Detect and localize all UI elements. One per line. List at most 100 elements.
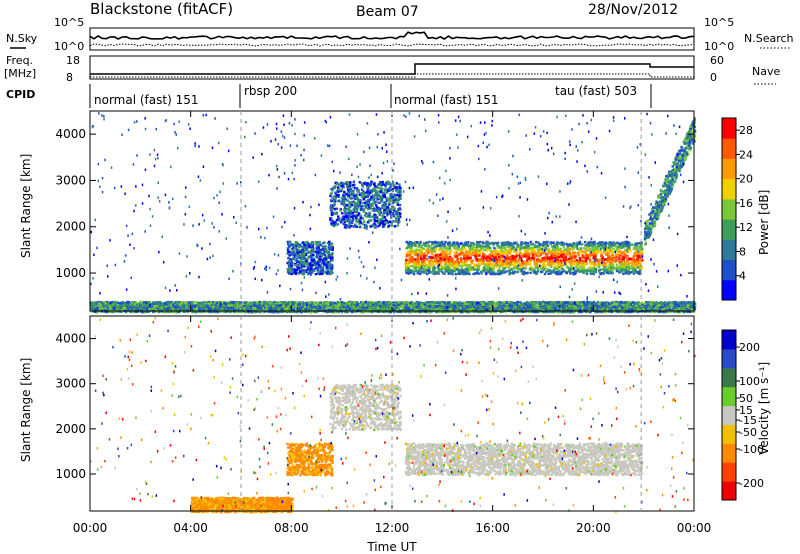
cell-2 — [288, 267, 291, 271]
cell-1 — [347, 191, 351, 194]
cpid-label: CPID — [6, 88, 35, 101]
cell-0 — [598, 258, 602, 261]
cell-0 — [420, 264, 423, 267]
cell-2 — [301, 241, 305, 244]
cell-0 — [470, 261, 473, 265]
cell-0 — [532, 248, 536, 251]
cell-0 — [456, 248, 460, 252]
cell-0 — [556, 258, 559, 261]
cell-2 — [298, 243, 302, 246]
cell-0 — [410, 247, 413, 251]
cell-1 — [386, 182, 389, 185]
cell-1 — [358, 222, 361, 225]
cell-1 — [352, 180, 355, 183]
cell-1 — [388, 197, 392, 200]
cell-0 — [607, 245, 611, 248]
cell-0 — [594, 258, 598, 261]
cell-0 — [541, 243, 544, 246]
cell-0 — [419, 245, 422, 248]
cell-1 — [349, 212, 352, 215]
cell-0 — [468, 251, 471, 254]
cell-0 — [472, 272, 475, 276]
cell-1 — [389, 199, 392, 202]
cell-0 — [582, 267, 585, 270]
cell-1 — [398, 220, 401, 223]
cell-1 — [368, 211, 371, 214]
cell-0 — [486, 256, 489, 259]
cell-0 — [521, 262, 524, 265]
cell-2 — [287, 251, 290, 254]
cell-2 — [307, 255, 310, 258]
cell-0 — [476, 251, 479, 254]
cell-0 — [412, 243, 415, 247]
cell-0 — [581, 256, 584, 259]
cell-0 — [460, 261, 463, 264]
cell-2 — [305, 270, 308, 274]
cell-0 — [501, 260, 504, 263]
cell-2 — [312, 250, 315, 253]
cell-1 — [371, 195, 375, 198]
cell-0 — [559, 252, 563, 256]
cell-0 — [636, 242, 639, 245]
cell-0 — [511, 244, 514, 247]
cell-1 — [397, 208, 400, 211]
cell-0 — [478, 240, 482, 244]
cell-2 — [314, 272, 318, 276]
cell-0 — [626, 270, 629, 273]
cell-1 — [349, 181, 352, 184]
cell-1 — [365, 225, 368, 228]
cell-1 — [370, 180, 373, 184]
cell-0 — [485, 263, 488, 267]
cell-2 — [294, 258, 298, 261]
cell-0 — [452, 246, 456, 249]
cell-0 — [569, 265, 573, 268]
cell-0 — [624, 253, 627, 257]
cell-1 — [396, 224, 400, 227]
cell-1 — [340, 201, 343, 204]
cell-0 — [622, 255, 626, 258]
cell-0 — [502, 269, 505, 272]
cell-0 — [519, 267, 522, 271]
cell-1 — [330, 222, 333, 225]
freq-panel-frame — [89, 55, 695, 80]
cell-1 — [356, 208, 359, 211]
cell-0 — [504, 270, 507, 273]
cell-0 — [460, 258, 463, 262]
cell-1 — [398, 185, 401, 189]
cell-0 — [627, 269, 630, 273]
cell-0 — [509, 256, 513, 259]
cell-0 — [437, 261, 440, 264]
cell-0 — [422, 243, 425, 246]
cell-0 — [431, 246, 434, 250]
cell-1 — [352, 218, 355, 221]
cell-0 — [516, 246, 519, 249]
cell-1 — [396, 212, 399, 216]
cell-0 — [517, 260, 520, 263]
cell-1 — [363, 226, 366, 230]
cell-0 — [617, 267, 620, 271]
cell-2 — [303, 245, 307, 248]
cell-0 — [474, 255, 477, 258]
cell-0 — [504, 241, 507, 244]
cell-0 — [482, 259, 485, 263]
cell-1 — [392, 220, 395, 223]
cell-0 — [637, 259, 640, 263]
cell-0 — [487, 265, 490, 268]
cell-0 — [547, 272, 550, 275]
cell-0 — [581, 270, 585, 273]
cell-1 — [379, 195, 383, 198]
cell-0 — [492, 267, 495, 271]
cell-2 — [287, 257, 290, 260]
cell-0 — [408, 261, 411, 265]
cell-0 — [551, 260, 555, 263]
cell-0 — [630, 257, 633, 261]
cell-0 — [525, 251, 528, 254]
cell-0 — [505, 265, 509, 269]
cell-1 — [378, 209, 381, 213]
cell-0 — [542, 261, 545, 264]
cell-0 — [460, 272, 463, 275]
cell-0 — [601, 257, 604, 260]
cell-1 — [397, 217, 401, 220]
cell-0 — [532, 252, 535, 255]
cell-0 — [404, 261, 408, 265]
